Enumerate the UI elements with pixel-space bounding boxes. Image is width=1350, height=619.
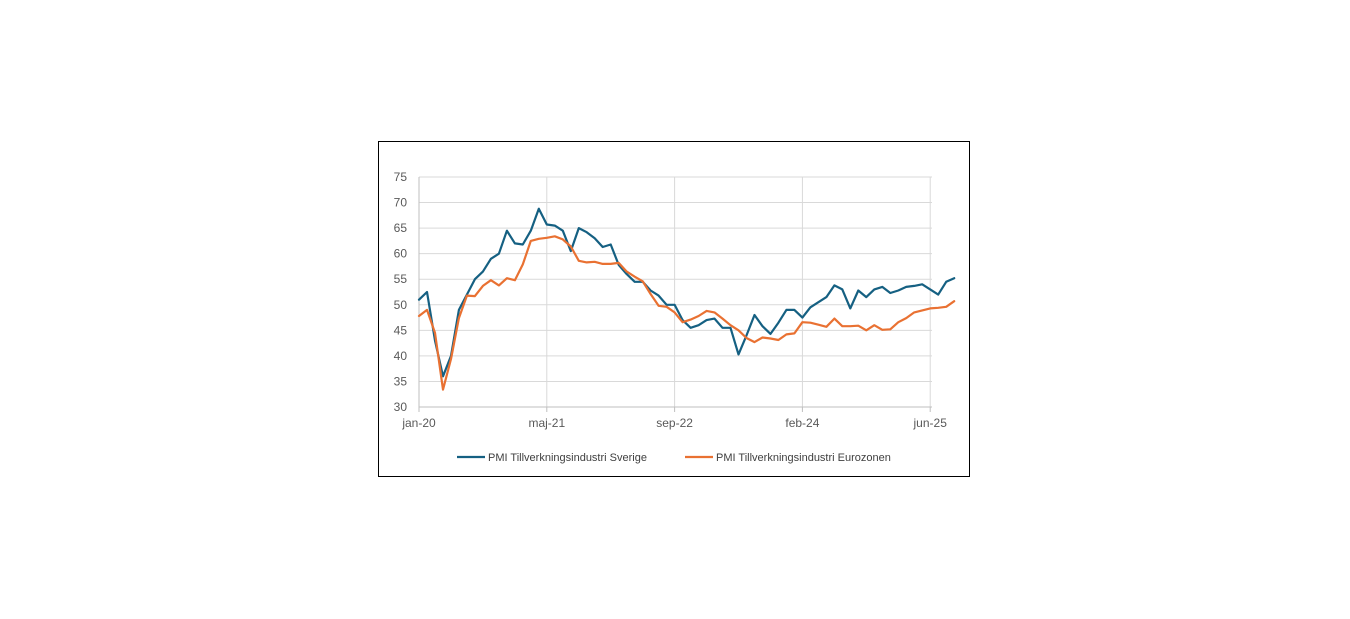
- y-tick-label: 55: [394, 272, 408, 286]
- x-tick-label: feb-24: [785, 416, 819, 430]
- x-tick-label: maj-21: [528, 416, 565, 430]
- y-tick-label: 60: [394, 247, 408, 261]
- grid-layer: [418, 176, 932, 408]
- legend-label-eurozonen: PMI Tillverkningsindustri Eurozonen: [716, 452, 891, 464]
- y-tick-label: 45: [394, 323, 408, 337]
- axis-layer: 30 35 40 45 50 55 60 65 70 75 jan-20 maj-21 sep-22 fe…: [394, 170, 948, 430]
- series-line-eurozonen: [417, 235, 956, 391]
- y-tick-label: 30: [394, 400, 408, 414]
- x-tick-label: jan-20: [401, 416, 436, 430]
- pmi-line-chart: 30 35 40 45 50 55 60 65 70 75 jan-20 maj-21 sep-22 fe…: [394, 170, 956, 464]
- y-tick-label: 70: [394, 196, 408, 210]
- y-tick-label: 35: [394, 374, 408, 388]
- y-tick-label: 40: [394, 349, 408, 363]
- legend-label-sverige: PMI Tillverkningsindustri Sverige: [488, 452, 647, 464]
- y-tick-label: 50: [394, 298, 408, 312]
- series-layer: [417, 207, 956, 391]
- y-tick-label: 75: [394, 170, 408, 184]
- chart-frame: 30 35 40 45 50 55 60 65 70 75 jan-20 maj-21 sep-22 fe…: [378, 141, 970, 477]
- y-tick-label: 65: [394, 221, 408, 235]
- x-tick-label: jun-25: [913, 416, 948, 430]
- legend: PMI Tillverkningsindustri Sverige PMI Til…: [457, 452, 891, 464]
- x-tick-label: sep-22: [656, 416, 693, 430]
- series-line-sverige: [417, 207, 956, 378]
